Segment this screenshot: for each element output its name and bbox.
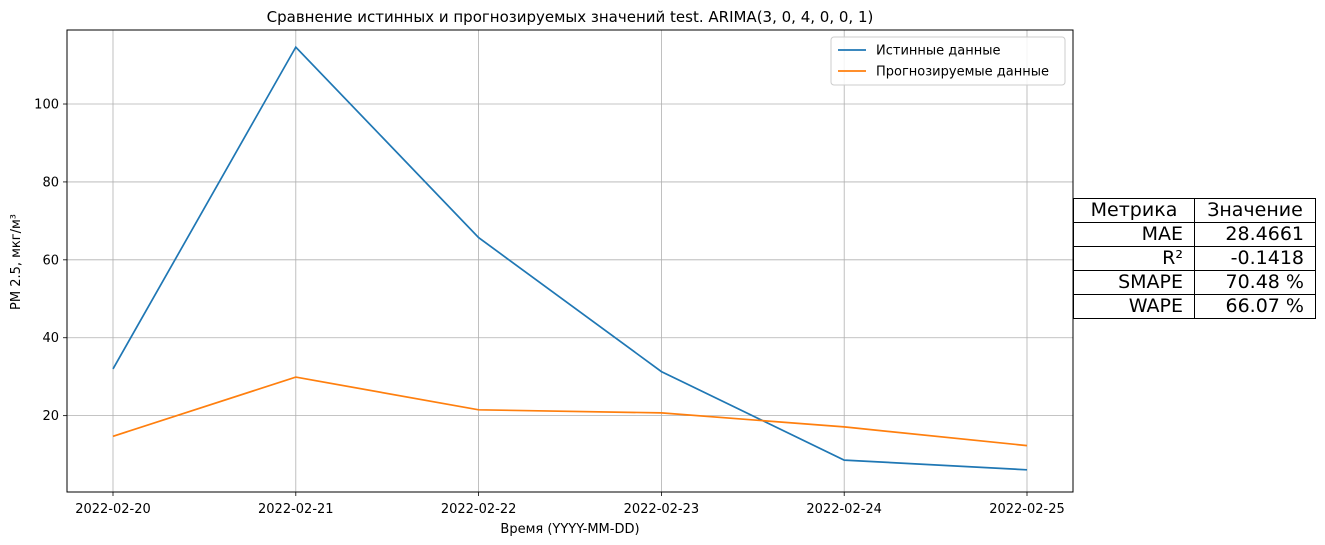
metrics-header-row: Метрика Значение: [1073, 198, 1316, 223]
plot-frame: [66, 29, 1074, 493]
metrics-row-smape: SMAPE 70.48 %: [1073, 270, 1316, 295]
chart-title: Сравнение истинных и прогнозируемых знач…: [267, 8, 874, 26]
legend: Истинные данные Прогнозируемые данные: [830, 36, 1066, 86]
metric-name-mae: MAE: [1073, 222, 1195, 247]
legend-label-2: Прогнозируемые данные: [876, 65, 1049, 80]
metrics-table: Метрика Значение MAE 28.4661 R² -0.1418 …: [1073, 198, 1316, 319]
legend-box: [830, 36, 1066, 86]
metrics-row-wape: WAPE 66.07 %: [1073, 294, 1316, 319]
ticks: 2022-02-20 2022-02-21 2022-02-22 2022-02-23…: [34, 98, 1065, 517]
metric-name-r2: R²: [1073, 246, 1195, 271]
series-line-1: [112, 45, 1028, 471]
y-tick-label: 20: [42, 409, 59, 424]
metric-name-smape: SMAPE: [1073, 270, 1195, 295]
metric-value-smape: 70.48 %: [1194, 270, 1316, 295]
metric-name-wape: WAPE: [1073, 294, 1195, 319]
y-tick-label: 40: [42, 331, 59, 346]
x-tick-label: 2022-02-23: [624, 502, 700, 517]
series-layer: [112, 45, 1028, 471]
x-tick-label: 2022-02-22: [441, 502, 517, 517]
y-tick-label: 80: [42, 175, 59, 190]
y-tick-label: 60: [42, 253, 59, 268]
x-tick-label: 2022-02-24: [806, 502, 882, 517]
metric-value-r2: -0.1418: [1194, 246, 1316, 271]
x-tick-label: 2022-02-21: [258, 502, 334, 517]
y-axis-title: PM 2.5, мкг/м³: [9, 214, 24, 310]
x-axis-title: Время (YYYY-MM-DD): [500, 522, 639, 537]
x-tick-label: 2022-02-25: [989, 502, 1065, 517]
x-tick-label: 2022-02-20: [75, 502, 151, 517]
legend-label-1: Истинные данные: [876, 44, 1001, 59]
metrics-row-mae: MAE 28.4661: [1073, 222, 1316, 247]
metric-value-mae: 28.4661: [1194, 222, 1316, 247]
grid: [67, 30, 1073, 492]
series-line-2: [112, 376, 1028, 447]
metrics-row-r2: R² -0.1418: [1073, 246, 1316, 271]
metrics-header-value: Значение: [1194, 198, 1316, 223]
metrics-header-metric: Метрика: [1073, 198, 1195, 223]
metric-value-wape: 66.07 %: [1194, 294, 1316, 319]
y-tick-label: 100: [34, 98, 59, 113]
